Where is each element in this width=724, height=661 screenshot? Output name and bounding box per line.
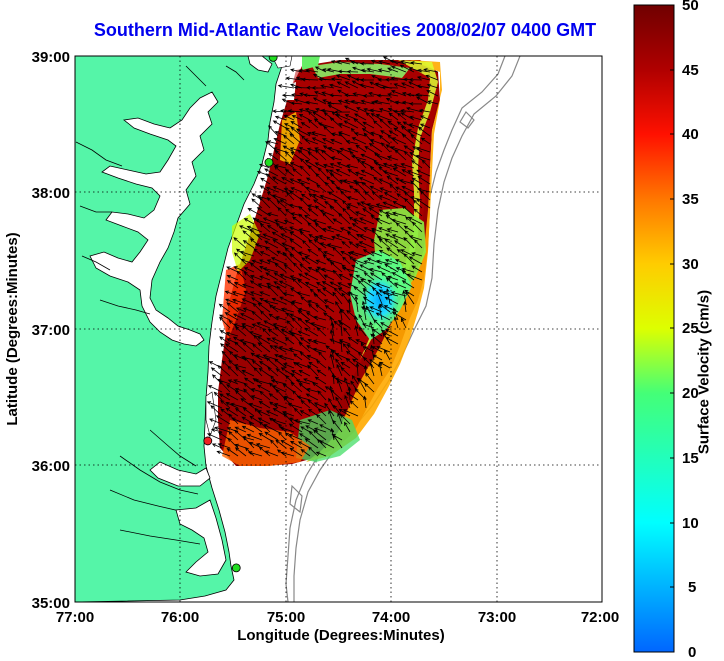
colorbar-tick: 35 (682, 191, 699, 208)
colorbar-label: Surface Velocity (cm/s) (695, 289, 713, 455)
colorbar-tick: 10 (682, 515, 699, 532)
radar-station-marker (268, 56, 278, 62)
x-tick: 75:00 (267, 609, 305, 626)
x-tick: 76:00 (161, 609, 199, 626)
y-axis-label: Latitude (Degrees:Minutes) (4, 232, 21, 425)
y-tick: 36:00 (32, 458, 70, 475)
colorbar-tick: 30 (682, 256, 699, 273)
x-axis-ticks: 77:00 76:00 75:00 74:00 73:00 72:00 (56, 609, 619, 626)
x-tick: 74:00 (372, 609, 410, 626)
radar-station-marker (264, 158, 274, 167)
x-tick: 77:00 (56, 609, 94, 626)
chesapeake-bay (89, 91, 219, 347)
y-tick: 39:00 (32, 49, 70, 66)
y-axis-ticks: 39:00 38:00 37:00 36:00 35:00 (32, 49, 70, 612)
y-tick: 35:00 (32, 595, 70, 612)
map-title: Southern Mid-Atlantic Raw Velocities 200… (93, 20, 597, 40)
radar-stations (203, 56, 278, 573)
colorbar-ticks (670, 69, 674, 588)
grid-lines (75, 56, 602, 602)
x-axis-label: Longitude (Degrees:Minutes) (237, 627, 445, 644)
colorbar-tick: 50 (682, 0, 699, 14)
colorbar-tick: 20 (682, 385, 699, 402)
colorbar-tick: 45 (682, 62, 699, 79)
y-tick: 38:00 (32, 185, 70, 202)
x-tick: 72:00 (581, 609, 619, 626)
plot-frame (74, 55, 603, 603)
velocity-arrows (206, 56, 439, 457)
rivers (75, 65, 245, 545)
colorbar-tick: 5 (688, 579, 697, 596)
x-tick: 73:00 (478, 609, 516, 626)
albemarle-sound (149, 461, 211, 487)
pamlico-sound (175, 499, 227, 577)
colorbar-tick: 0 (688, 644, 697, 661)
radar-station-marker (203, 436, 213, 446)
y-tick: 37:00 (32, 322, 70, 339)
colorbar (633, 4, 675, 653)
delaware-bay (247, 56, 273, 73)
colorbar-tick: 25 (682, 320, 699, 337)
colorbar-tick: 15 (682, 450, 699, 467)
colorbar-tick: 40 (682, 126, 699, 143)
radar-station-marker (231, 563, 241, 573)
